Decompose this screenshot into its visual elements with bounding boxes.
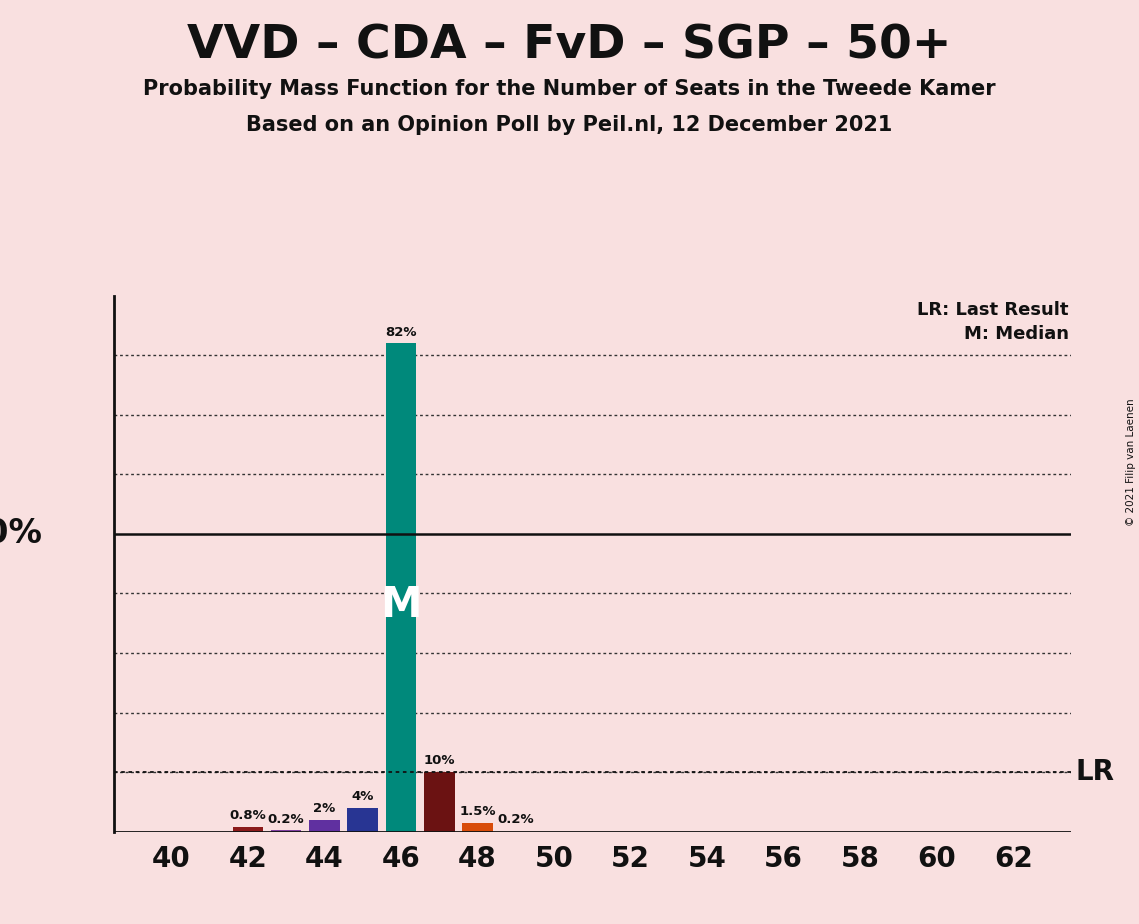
Bar [347, 808, 378, 832]
Text: 0.2%: 0.2% [268, 812, 304, 826]
Bar [500, 831, 531, 832]
Text: Based on an Opinion Poll by Peil.nl, 12 December 2021: Based on an Opinion Poll by Peil.nl, 12 … [246, 115, 893, 135]
Bar [462, 822, 493, 832]
Text: 0.8%: 0.8% [229, 809, 267, 822]
Text: 10%: 10% [424, 754, 454, 767]
Text: M: M [380, 584, 421, 626]
Text: 0.2%: 0.2% [498, 812, 534, 826]
Text: 1.5%: 1.5% [459, 805, 495, 818]
Bar [424, 772, 454, 832]
Text: © 2021 Filip van Laenen: © 2021 Filip van Laenen [1126, 398, 1136, 526]
Text: 2%: 2% [313, 802, 336, 815]
Bar [232, 827, 263, 832]
Bar [309, 820, 339, 832]
Text: LR: LR [1075, 758, 1114, 786]
Bar [271, 831, 302, 832]
Text: Probability Mass Function for the Number of Seats in the Tweede Kamer: Probability Mass Function for the Number… [144, 79, 995, 99]
Bar [386, 344, 416, 832]
Text: 4%: 4% [352, 790, 374, 803]
Text: LR: Last Result: LR: Last Result [917, 301, 1068, 319]
Text: 82%: 82% [385, 325, 417, 338]
Text: VVD – CDA – FvD – SGP – 50+: VVD – CDA – FvD – SGP – 50+ [187, 23, 952, 68]
Text: 50%: 50% [0, 517, 42, 551]
Text: M: Median: M: Median [964, 325, 1068, 343]
